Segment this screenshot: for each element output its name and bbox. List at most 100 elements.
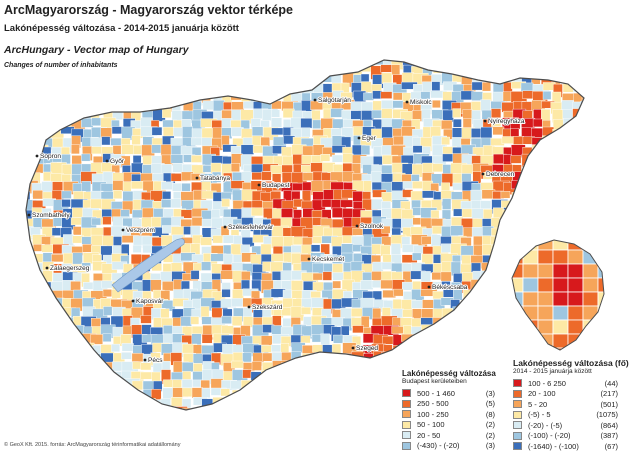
- budapest-district: [597, 277, 604, 293]
- settlement-area: [581, 217, 584, 227]
- settlement-area: [192, 73, 207, 85]
- settlement-area: [61, 369, 74, 381]
- settlement-area: [551, 172, 565, 185]
- settlement-area: [222, 244, 232, 255]
- settlement-area: [390, 398, 402, 408]
- budapest-district: [512, 249, 524, 265]
- settlement-area: [432, 352, 443, 367]
- settlement-area: [471, 317, 485, 329]
- settlement-area: [140, 371, 154, 380]
- settlement-area: [51, 253, 64, 263]
- settlement-area: [280, 343, 290, 354]
- city-label: Szeged: [356, 345, 378, 352]
- settlement-area: [310, 244, 321, 252]
- budapest-district: [537, 263, 554, 279]
- settlement-area: [251, 361, 262, 371]
- city-label: Zalaegerszeg: [50, 265, 90, 272]
- settlement-area: [490, 271, 501, 284]
- settlement-area: [142, 207, 156, 219]
- settlement-area: [231, 407, 247, 410]
- settlement-area: [370, 407, 383, 410]
- settlement-area: [81, 102, 93, 116]
- legend-count: (387): [600, 431, 618, 441]
- settlement-area: [412, 281, 422, 291]
- settlement-area: [31, 415, 48, 427]
- settlement-area: [582, 172, 584, 188]
- city-marker: [313, 98, 317, 102]
- settlement-area: [31, 110, 47, 125]
- settlement-area: [313, 64, 327, 73]
- settlement-area: [521, 235, 538, 245]
- settlement-area: [31, 407, 45, 410]
- settlement-area: [162, 191, 172, 200]
- budapest-district: [552, 263, 569, 279]
- settlement-area: [512, 325, 528, 337]
- settlement-area: [40, 343, 58, 352]
- settlement-area: [332, 64, 345, 74]
- settlement-area: [91, 99, 105, 110]
- settlement-area: [381, 352, 395, 362]
- settlement-area: [272, 60, 288, 65]
- settlement-area: [341, 63, 353, 72]
- settlement-area: [52, 388, 67, 399]
- settlement-area: [102, 306, 113, 316]
- settlement-area: [261, 171, 272, 181]
- settlement-area: [500, 218, 515, 227]
- legend-item: 100 - 6 250 (44): [513, 378, 629, 389]
- settlement-area: [26, 299, 38, 316]
- settlement-area: [262, 109, 273, 121]
- settlement-area: [102, 416, 118, 430]
- legend-count: (67): [604, 441, 618, 451]
- settlement-area: [520, 190, 536, 205]
- city-marker: [351, 346, 355, 350]
- settlement-area: [26, 253, 35, 263]
- settlement-area: [271, 388, 289, 403]
- settlement-area: [332, 354, 342, 367]
- settlement-area: [82, 380, 99, 395]
- settlement-area: [482, 289, 492, 298]
- settlement-area: [26, 144, 36, 159]
- settlement-area: [521, 60, 531, 72]
- settlement-area: [130, 389, 140, 404]
- settlement-area: [262, 416, 271, 426]
- settlement-area: [162, 64, 175, 76]
- settlement-area: [50, 370, 64, 383]
- settlement-area: [253, 417, 269, 432]
- settlement-area: [272, 397, 284, 409]
- settlement-area: [551, 153, 561, 163]
- settlement-area: [41, 74, 59, 85]
- settlement-area: [260, 397, 273, 410]
- settlement-area: [311, 415, 327, 429]
- settlement-area: [26, 361, 34, 373]
- settlement-area: [42, 81, 60, 91]
- settlement-area: [62, 378, 73, 387]
- city-label: Budapest: [262, 182, 290, 189]
- settlement-area: [361, 145, 371, 155]
- settlement-area: [120, 100, 131, 109]
- settlement-area: [32, 272, 42, 286]
- settlement-area: [181, 362, 194, 373]
- city-label: Kaposvár: [136, 298, 164, 305]
- budapest-district: [522, 291, 539, 307]
- settlement-area: [572, 64, 584, 74]
- settlement-area: [442, 334, 459, 344]
- settlement-area: [321, 369, 338, 380]
- settlement-area: [412, 145, 423, 153]
- legend-subtitle: Budapest kerületeiben: [402, 378, 467, 385]
- settlement-area: [331, 207, 344, 218]
- settlement-area: [491, 335, 508, 348]
- settlement-area: [470, 60, 487, 68]
- settlement-area: [462, 353, 479, 369]
- settlement-area: [482, 326, 493, 340]
- settlement-area: [272, 378, 290, 394]
- settlement-area: [342, 60, 352, 65]
- settlement-area: [332, 227, 343, 238]
- settlement-area: [471, 91, 484, 101]
- settlement-area: [442, 198, 452, 210]
- settlement-area: [60, 324, 76, 333]
- settlement-area: [561, 172, 575, 186]
- settlement-area: [62, 334, 72, 350]
- settlement-area: [111, 417, 121, 429]
- settlement-area: [332, 280, 342, 289]
- settlement-area: [26, 290, 31, 305]
